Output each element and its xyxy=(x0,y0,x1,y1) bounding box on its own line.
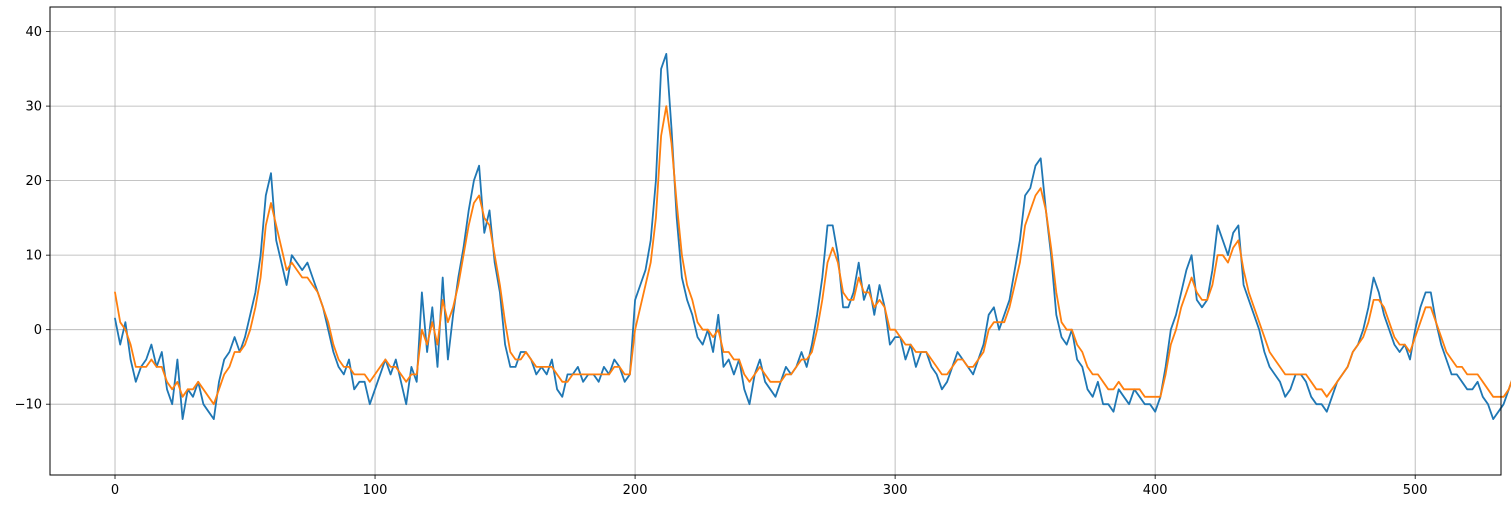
y-tick-label: 40 xyxy=(25,25,42,40)
x-axis: 0 100 200 300 400 500 xyxy=(111,475,1428,498)
y-tick-label: 20 xyxy=(25,174,42,189)
y-tick-label: −10 xyxy=(15,398,42,413)
y-tick-label: 30 xyxy=(25,100,42,115)
axes-frame xyxy=(49,6,1502,476)
x-tick-label: 100 xyxy=(363,483,388,498)
x-tick-label: 0 xyxy=(111,483,119,498)
x-tick-label: 400 xyxy=(1143,483,1168,498)
series-line-2 xyxy=(114,105,1511,406)
series-line-1 xyxy=(114,53,1511,421)
x-tick-label: 300 xyxy=(883,483,908,498)
y-tick-label: 0 xyxy=(34,323,42,338)
x-tick-label: 500 xyxy=(1403,483,1428,498)
y-tick-label: 10 xyxy=(25,249,42,264)
y-axis: −10 0 10 20 30 40 xyxy=(15,25,50,413)
series-layer xyxy=(114,53,1511,421)
x-tick-label: 200 xyxy=(623,483,648,498)
